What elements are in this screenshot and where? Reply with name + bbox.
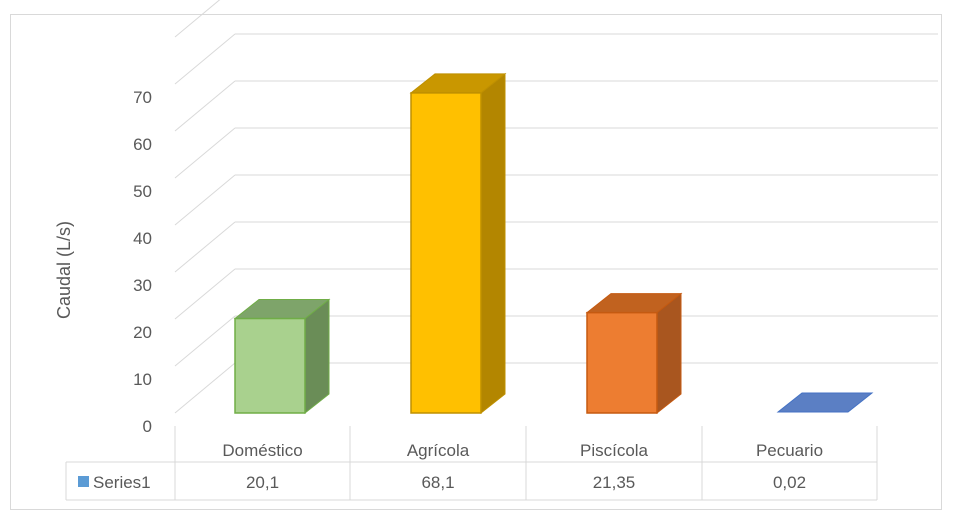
category-label: Agrícola — [407, 441, 470, 460]
bar-front — [586, 311, 658, 414]
bar — [233, 298, 331, 415]
bar-front — [410, 92, 482, 414]
y-tick-label: 30 — [133, 276, 152, 295]
bars — [233, 72, 874, 415]
gridline-diagonal — [174, 315, 236, 367]
y-tick-label: 10 — [133, 370, 152, 389]
legend-key — [78, 476, 89, 487]
y-tick-label: 20 — [133, 323, 152, 342]
gridline-diagonal — [174, 362, 236, 414]
bar — [776, 392, 874, 413]
legend-entry: Series1 — [93, 473, 151, 492]
gridline-diagonal — [174, 33, 236, 85]
data-table: Doméstico 20,1 Agrícola 68,1 Piscícola 21,35 P… — [65, 426, 878, 501]
category-label: Doméstico — [222, 441, 302, 460]
bar-side — [656, 292, 682, 415]
gridline-diagonal — [174, 0, 221, 38]
bar-front — [234, 317, 306, 414]
y-axis-title: Caudal (L/s) — [54, 221, 74, 319]
category-label: Piscícola — [580, 441, 649, 460]
y-tick-label: 0 — [143, 417, 152, 436]
data-label: 21,35 — [593, 473, 636, 492]
y-tick-label: 70 — [133, 88, 152, 107]
gridline-diagonal — [174, 80, 236, 132]
gridline-diagonal — [174, 268, 236, 320]
y-tick-label: 50 — [133, 182, 152, 201]
y-tick-label: 40 — [133, 229, 152, 248]
gridline-diagonal — [174, 174, 236, 226]
gridlines — [174, 0, 938, 414]
data-label: 0,02 — [773, 473, 806, 492]
gridline-diagonal — [174, 221, 236, 273]
bar-top — [776, 392, 874, 413]
bar-side — [304, 298, 330, 415]
bar — [585, 292, 683, 415]
bar — [409, 72, 507, 415]
y-tick-label: 60 — [133, 135, 152, 154]
gridline-diagonal — [174, 127, 236, 179]
y-axis-ticks: 0 10 20 30 40 50 60 70 — [133, 88, 152, 436]
bar-side — [480, 72, 506, 415]
data-label: 68,1 — [421, 473, 454, 492]
category-label: Pecuario — [756, 441, 823, 460]
data-label: 20,1 — [246, 473, 279, 492]
